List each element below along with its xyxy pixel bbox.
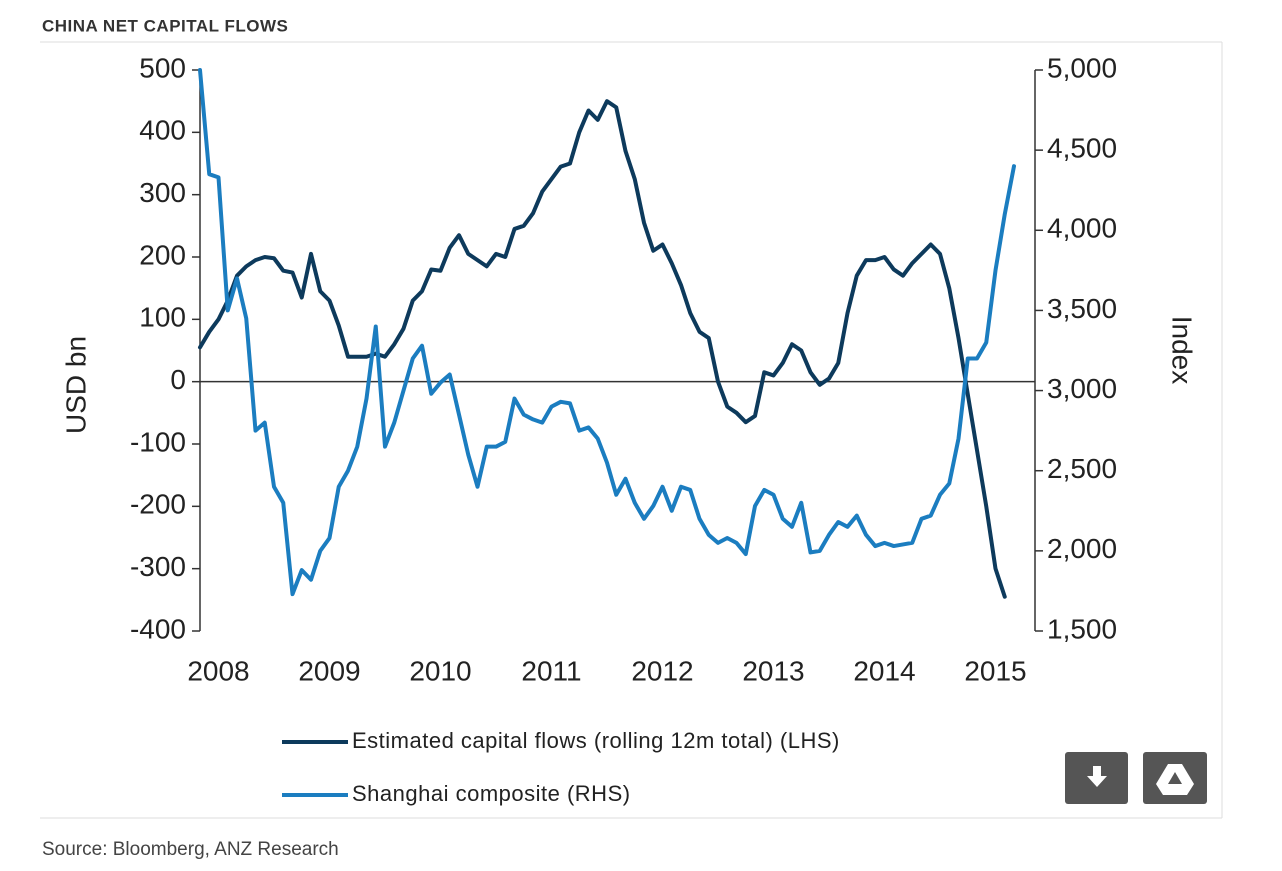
y2-tick-label: 4,000 bbox=[1047, 213, 1117, 244]
y-tick-label: 400 bbox=[139, 115, 186, 146]
y2-tick-label: 3,500 bbox=[1047, 293, 1117, 324]
y2-tick-label: 2,000 bbox=[1047, 533, 1117, 564]
x-tick-label: 2015 bbox=[964, 655, 1026, 686]
drive-bg bbox=[1143, 752, 1207, 804]
y2-tick-label: 1,500 bbox=[1047, 613, 1117, 644]
y-tick-label: -300 bbox=[130, 551, 186, 582]
y2-tick-label: 5,000 bbox=[1047, 52, 1117, 83]
drive-icon bbox=[1156, 764, 1194, 795]
x-tick-label: 2011 bbox=[521, 655, 581, 686]
chart-title: CHINA NET CAPITAL FLOWS bbox=[42, 16, 288, 35]
y-tick-label: 200 bbox=[139, 239, 186, 270]
x-tick-label: 2008 bbox=[187, 655, 249, 686]
y-axis-label: USD bn bbox=[60, 336, 91, 434]
y-tick-label: 0 bbox=[170, 364, 186, 395]
y2-tick-label: 2,500 bbox=[1047, 453, 1117, 484]
y2-axis-label: Index bbox=[1167, 316, 1198, 385]
series-line bbox=[198, 99, 1007, 599]
y-tick-label: 100 bbox=[139, 302, 186, 333]
x-tick-label: 2012 bbox=[631, 655, 693, 686]
y2-tick-label: 4,500 bbox=[1047, 133, 1117, 164]
y-tick-label: -200 bbox=[130, 489, 186, 520]
download-button[interactable] bbox=[1065, 752, 1128, 804]
y-tick-label: -100 bbox=[130, 426, 186, 457]
drive-button[interactable] bbox=[1143, 752, 1207, 804]
download-icon bbox=[1087, 766, 1107, 787]
series-line bbox=[198, 68, 1016, 597]
legend-label: Estimated capital flows (rolling 12m tot… bbox=[352, 728, 840, 753]
x-tick-label: 2010 bbox=[409, 655, 471, 686]
legend-label: Shanghai composite (RHS) bbox=[352, 781, 631, 806]
x-tick-label: 2014 bbox=[853, 655, 915, 686]
y-tick-label: 300 bbox=[139, 177, 186, 208]
y2-tick-label: 3,000 bbox=[1047, 373, 1117, 404]
x-tick-label: 2013 bbox=[742, 655, 804, 686]
y-tick-label: 500 bbox=[139, 52, 186, 83]
source: Source: Bloomberg, ANZ Research bbox=[42, 839, 339, 860]
x-tick-label: 2009 bbox=[298, 655, 360, 686]
y-tick-label: -400 bbox=[130, 613, 186, 644]
